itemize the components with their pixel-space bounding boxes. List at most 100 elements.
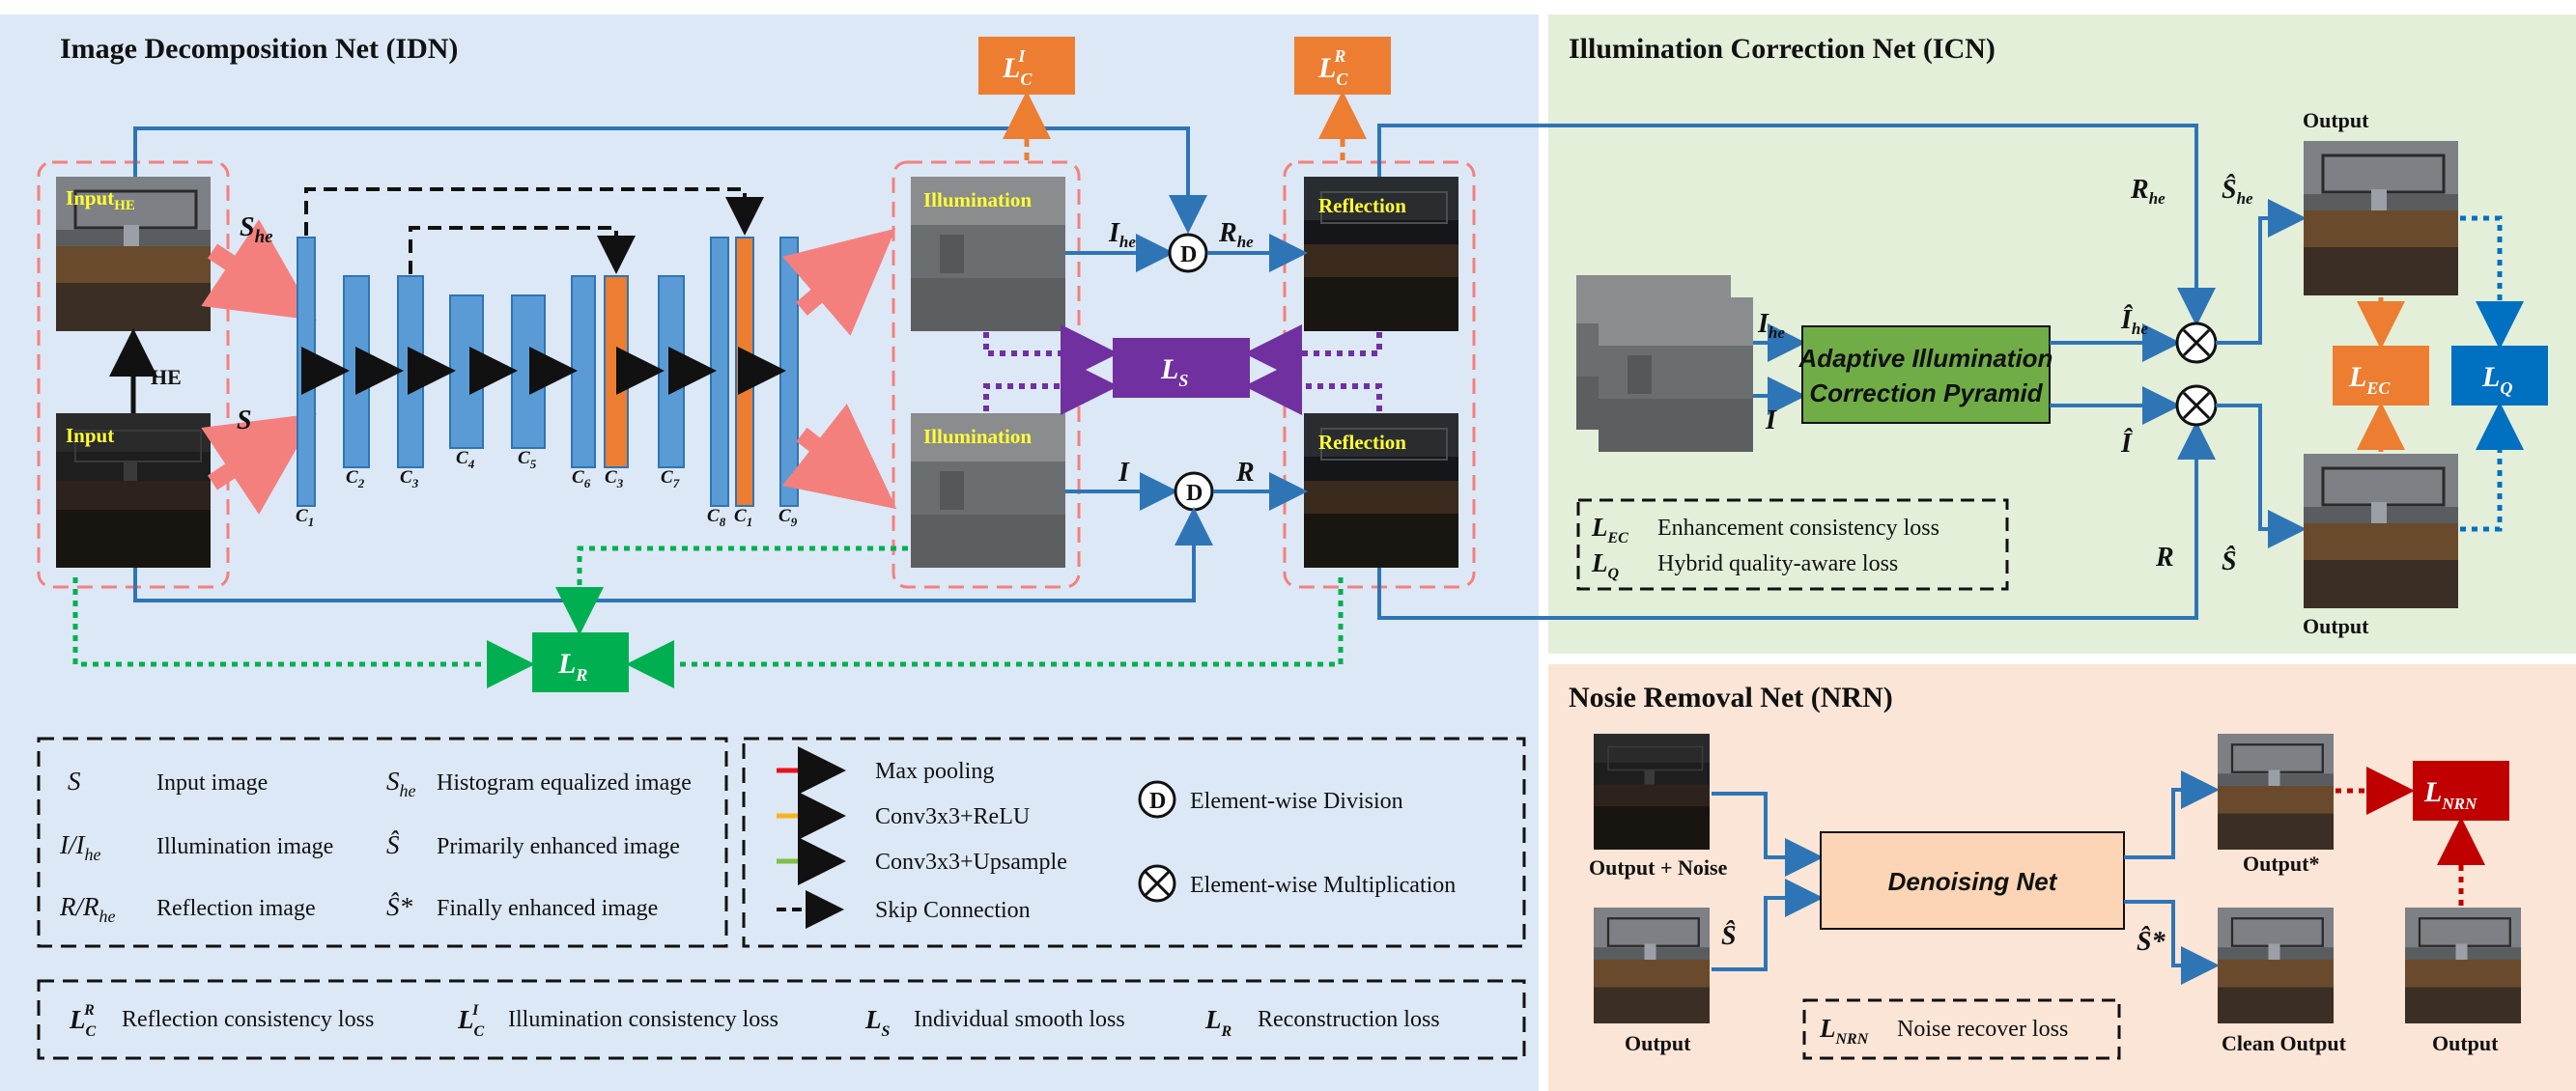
division-symbol: D [1186,481,1203,506]
legend-op-label: Skip Connection [875,898,1031,923]
loss-r-box [532,632,629,692]
to-illum-arrow [782,404,897,510]
shat-to-denoise [1712,879,1824,971]
operation-legend-arrows: Max pooling Conv3x3+ReLU Conv3x3+Upsampl… [777,746,1067,929]
loss-ci-label: LCI [1002,46,1033,89]
icn-i-label: I [1765,406,1777,435]
to-illum-he-arrow [782,228,896,336]
icn-output-top-image [2302,139,2460,297]
pyramid-line2: Correction Pyramid [1809,378,2043,407]
legend-op-label: Conv3x3+ReLU [875,804,1030,829]
nrn-output-image [1592,906,1712,1025]
nrn-legend [1802,998,2121,1060]
channel-labels: C1 C2 C3 C4 C5 C6 C3 C7 C8 C1 C9 [296,448,798,529]
loss-cr-label: LCR [1317,46,1348,89]
loss-s-box [1113,338,1250,398]
lr-from-input [72,577,535,688]
loss-q-box [2451,346,2548,406]
icn-output-bottom: Output [2303,614,2369,638]
nrn-legend-symbol: LNRN [1819,1014,1870,1048]
division-legend-label: Element-wise Division [1190,789,1403,814]
loss-s-label: LS [1160,353,1188,390]
nrn-final-output-image [2403,906,2523,1025]
chan-label: C1 [734,506,752,529]
lq-from-bottom [2460,402,2524,532]
chan-label: C3 [605,467,624,490]
loss-ci-box [978,37,1075,95]
icn-illum-front [1599,297,1753,452]
loss-ec-label: LEC [2348,361,2391,398]
nrn-shat-label: Ŝ [1721,921,1737,951]
chan-label: C2 [346,467,365,490]
layer-c6 [571,275,596,468]
legend-op-label: Conv3x3+Upsample [875,850,1067,875]
layer-c1-skip [735,237,754,507]
layer-c1 [297,237,316,507]
icn-legend [1576,498,2009,591]
loss-q-label: LQ [2481,361,2512,398]
operation-legend [742,737,1526,948]
legend-desc: Input image [156,770,268,796]
chan-label: C8 [707,506,726,529]
clean-output-label: Clean Output [2222,1031,2347,1055]
legend-desc: Illumination image [156,834,333,859]
skip-connection-2 [409,226,636,274]
input-he-to-div [133,126,1207,234]
legend-symbol: R/Rhe [59,892,116,926]
icn-output-bottom-image [2302,452,2460,610]
chan-label: C4 [456,448,475,471]
layer-c5 [511,294,546,449]
chan-label: C1 [296,506,314,529]
output-star-label: Output* [2243,852,2319,876]
layer-c3 [397,275,424,468]
idn-title: Image Decomposition Net (IDN) [60,33,458,65]
ihat-he-label: Îhe [2120,305,2148,338]
shat-label: Ŝ [2222,546,2237,576]
legend-desc: Finally enhanced image [437,896,658,921]
illumination-he-label: Illumination [923,188,1032,211]
legend-symbol: S [68,767,81,796]
division-legend-icon [1138,780,1176,819]
nrn-title: Nosie Removal Net (NRN) [1569,682,1893,713]
rhe-to-mul [1377,124,2216,326]
he-label: HE [151,365,182,389]
loss-nrn-box [2413,761,2509,821]
nrn-final-output-label: Output [2432,1031,2499,1055]
loss-r-label: LR [557,648,587,685]
nrn-legend-desc: Noise recover loss [1897,1017,2068,1042]
illumination-group [892,160,1081,589]
illumination-label: Illumination [923,425,1032,448]
loss-desc: Reflection consistency loss [122,1007,374,1032]
loss-symbol: LS [864,1005,891,1040]
s-he-label: She [240,212,273,247]
input-label: Input [66,424,114,447]
ihe-label: Ihe [1108,218,1136,251]
legend-op-label: Max pooling [875,759,994,784]
illumination-correction-pyramid [1801,325,2051,424]
layer-c7 [658,275,685,468]
lr-from-reflection [626,577,1344,688]
s-label: S [237,406,252,435]
rhe-label: Rhe [1218,218,1254,251]
multiplication-legend-label: Element-wise Multiplication [1190,873,1456,898]
nrn-output-label: Output [1625,1031,1691,1055]
legend-desc: Histogram equalized image [437,770,692,796]
i-label: I [1118,458,1130,488]
legend-symbol: I/Ihe [59,830,100,864]
loss-symbol: LCI [457,1002,485,1040]
icn-r-label: R [2155,543,2174,573]
encoder-decoder [297,187,799,507]
layer-c9 [779,237,799,507]
chan-label: C6 [572,467,591,490]
legend-desc: Reflection image [156,896,316,921]
loss-cr-box [1294,37,1391,95]
symbol-legend [37,737,728,948]
ls-from-illum [983,357,1118,415]
shat-he-label: Ŝhe [2222,175,2253,208]
loss-desc: Illumination consistency loss [508,1007,778,1032]
output-noise-label: Output + Noise [1589,855,1728,880]
loss-symbol: LCR [69,1002,97,1040]
layer-c3-skip [604,275,629,468]
r-to-mul [1377,421,2216,620]
